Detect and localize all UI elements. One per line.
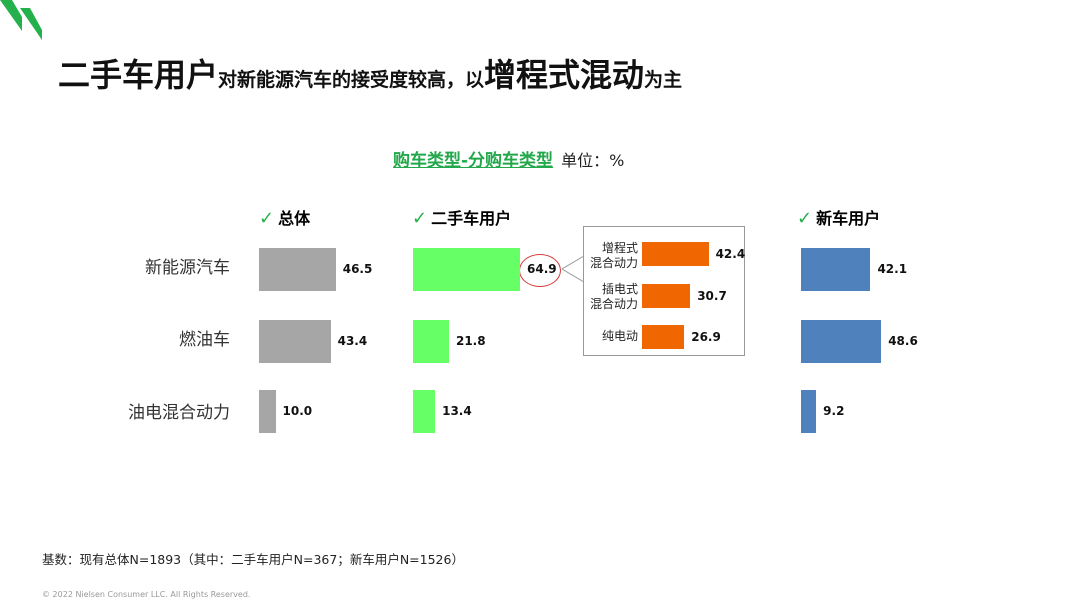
value-label: 13.4 [442, 404, 472, 418]
column-header-used-car-label: 二手车用户 [431, 209, 512, 228]
title-part-2: 对新能源汽车的接受度较高，以 [218, 69, 485, 91]
bar-used-car [413, 320, 449, 363]
title-part-3: 增程式混动 [484, 56, 645, 94]
check-icon: ✓ [797, 208, 813, 229]
bar-total [259, 390, 276, 433]
value-label: 64.9 [527, 262, 557, 276]
column-header-new-car: ✓ 新车用户 [797, 205, 880, 229]
category-label: 新能源汽车 [145, 258, 230, 278]
page-title: 二手车用户对新能源汽车的接受度较高，以增程式混动为主 [58, 50, 682, 96]
check-icon: ✓ [412, 208, 428, 229]
bar-total [259, 248, 336, 291]
base-footnote: 基数：现有总体N=1893（其中：二手车用户N=367；新车用户N=1526） [42, 552, 464, 567]
breakdown-label: 插电式 混合动力 [589, 282, 638, 311]
breakdown-value-label: 42.4 [715, 247, 746, 261]
value-label: 42.1 [877, 262, 908, 276]
chart-subtitle-row: 购车类型-分购车类型 单位：% [393, 146, 624, 171]
bar-used-car [413, 390, 436, 433]
value-label: 9.2 [823, 404, 845, 418]
chart-subtitle: 购车类型-分购车类型 [393, 151, 554, 171]
bar-used-car [413, 248, 521, 291]
breakdown-bar [642, 284, 691, 308]
column-header-total: ✓ 总体 [259, 205, 310, 229]
breakdown-label: 纯电动 [601, 329, 638, 343]
bar-new-car [801, 390, 817, 433]
breakdown-value-label: 30.7 [697, 289, 727, 303]
value-label: 43.4 [337, 334, 368, 348]
brand-logo-icon [0, 0, 42, 40]
bar-new-car [801, 320, 882, 363]
value-label: 21.8 [455, 334, 486, 348]
copyright-notice: © 2022 Nielsen Consumer LLC. All Rights … [42, 590, 251, 599]
breakdown-bar [642, 242, 709, 266]
value-label: 10.0 [282, 404, 313, 418]
breakdown-bar [642, 325, 685, 349]
breakdown-label: 增程式 混合动力 [589, 241, 638, 270]
category-label: 油电混合动力 [128, 403, 230, 423]
category-label: 燃油车 [179, 330, 230, 350]
breakdown-value-label: 26.9 [691, 330, 721, 344]
value-label: 48.6 [888, 334, 918, 348]
title-part-1: 二手车用户 [58, 56, 219, 94]
bar-total [259, 320, 331, 363]
column-header-used-car: ✓ 二手车用户 [412, 205, 511, 229]
check-icon: ✓ [259, 208, 275, 229]
title-part-4: 为主 [644, 69, 683, 91]
bar-new-car [801, 248, 871, 291]
column-header-total-label: 总体 [278, 209, 311, 228]
unit-label: 单位：% [561, 151, 625, 170]
column-header-new-car-label: 新车用户 [816, 209, 881, 228]
value-label: 46.5 [342, 262, 373, 276]
